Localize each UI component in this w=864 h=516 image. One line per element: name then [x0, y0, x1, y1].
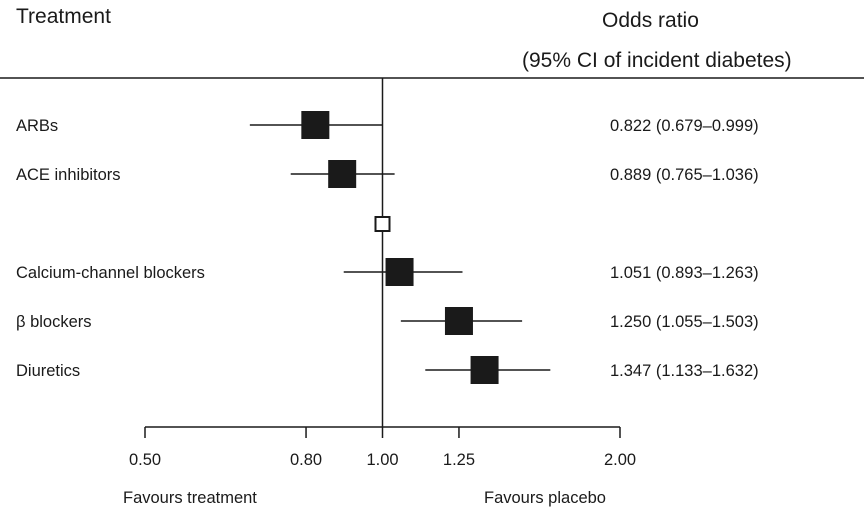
row-label: Calcium-channel blockers — [16, 264, 205, 282]
reference-marker — [374, 216, 391, 232]
point-estimate — [301, 111, 330, 139]
x-tick-label: 0.50 — [129, 451, 161, 469]
x-tick-label: 2.00 — [604, 451, 636, 469]
point-estimate — [385, 258, 414, 286]
odds-ratio-value: 1.347 (1.133–1.632) — [610, 362, 759, 380]
point-estimate — [328, 160, 357, 188]
x-tick-label: 0.80 — [290, 451, 322, 469]
row-label: ACE inhibitors — [16, 166, 121, 184]
row-label: Diuretics — [16, 362, 80, 380]
x-tick-label: 1.00 — [366, 451, 398, 469]
point-estimate — [444, 307, 473, 335]
column-header-odds-ratio: Odds ratio — [602, 9, 699, 32]
column-header-odds-ratio-subtitle: (95% CI of incident diabetes) — [522, 49, 792, 72]
x-tick-label: 1.25 — [443, 451, 475, 469]
row-label: β blockers — [16, 313, 92, 331]
odds-ratio-value: 0.822 (0.679–0.999) — [610, 117, 759, 135]
favours-treatment-label: Favours treatment — [123, 489, 257, 507]
odds-ratio-value: 1.051 (0.893–1.263) — [610, 264, 759, 282]
favours-placebo-label: Favours placebo — [484, 489, 606, 507]
point-estimate — [470, 356, 499, 384]
row-label: ARBs — [16, 117, 58, 135]
odds-ratio-value: 0.889 (0.765–1.036) — [610, 166, 759, 184]
column-header-treatment: Treatment — [16, 5, 111, 28]
odds-ratio-value: 1.250 (1.055–1.503) — [610, 313, 759, 331]
